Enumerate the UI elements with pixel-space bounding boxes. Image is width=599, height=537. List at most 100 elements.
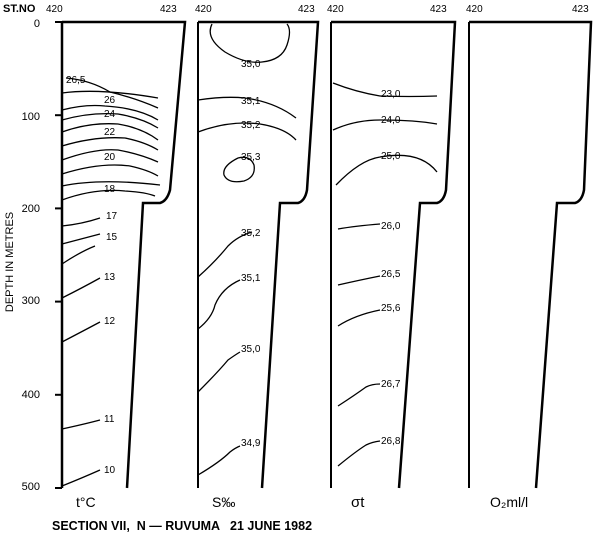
- sigma-t-isopycnal-labels: 23,0 24,0 25,0 26,0 26,5 25,6 26,7 26,8: [381, 89, 401, 447]
- temperature-panel: 26,5 26 24 22 20 18 17 15 13 12 11 10 t°…: [61, 20, 187, 510]
- isotherm-21: [61, 137, 159, 151]
- isotherm-18-a: [61, 181, 161, 187]
- isohaline-35-2-upper: [197, 122, 297, 141]
- label-13: 13: [104, 272, 116, 283]
- label-25-0: 25,0: [381, 151, 401, 162]
- isopycnal-26-5: [337, 275, 381, 286]
- temperature-isotherm-labels: 26,5 26 24 22 20 18 17 15 13 12 11 10: [66, 75, 118, 476]
- sigma-t-panel-frame: [331, 20, 457, 489]
- isotherm-10: [61, 469, 101, 487]
- isotherm-23: [61, 112, 159, 129]
- isotherm-19: [61, 164, 159, 177]
- tick-label-400: 400: [22, 389, 40, 401]
- isotherm-11: [61, 419, 101, 430]
- label-35-0-lower: 35,0: [241, 344, 261, 355]
- label-25-6: 25,6: [381, 303, 401, 314]
- isohaline-35-1-lower: [197, 279, 241, 330]
- salinity-panel: 35,0 35,1 35,2 35,3 35,2 35,1 35,0 34,9 …: [197, 20, 320, 510]
- salinity-isohalines: [197, 23, 297, 476]
- tick-label-0: 0: [34, 18, 40, 30]
- label-35-1-lower: 35,1: [241, 273, 261, 284]
- isopycnal-24-0: [332, 119, 438, 131]
- isopycnal-26-7: [337, 383, 381, 407]
- tick-label-100: 100: [22, 111, 40, 123]
- label-24: 24: [104, 109, 116, 120]
- sigma-station-423: 423: [430, 4, 447, 15]
- label-26-8: 26,8: [381, 436, 401, 447]
- label-26: 26: [104, 95, 116, 106]
- t-station-423: 423: [160, 4, 177, 15]
- sigma-t-panel: 23,0 24,0 25,0 26,0 26,5 25,6 26,7 26,8 …: [330, 20, 457, 511]
- label-23-0: 23,0: [381, 89, 401, 100]
- isotherm-16: [61, 233, 101, 245]
- depth-axis: 0 100 200 300 400 500 DEPTH IN METRES: [4, 18, 64, 493]
- label-35-2-lower: 35,2: [241, 228, 261, 239]
- temperature-isotherms: [61, 77, 161, 487]
- label-15: 15: [106, 232, 118, 243]
- isotherm-15: [61, 245, 96, 265]
- isohaline-35-2-lower: [197, 231, 253, 278]
- isopycnal-23-0: [332, 82, 438, 98]
- label-24-0: 24,0: [381, 115, 401, 126]
- salinity-panel-label: S‰: [212, 494, 235, 510]
- isotherm-22: [61, 123, 159, 141]
- o2-station-423: 423: [572, 4, 589, 15]
- isopycnal-25-0: [335, 154, 438, 186]
- temperature-panel-frame: [62, 20, 187, 489]
- sigma-station-420: 420: [327, 4, 344, 15]
- isopycnal-26-0: [337, 223, 381, 230]
- s-station-423: 423: [298, 4, 315, 15]
- depth-axis-label: DEPTH IN METRES: [4, 212, 16, 312]
- label-26-7: 26,7: [381, 379, 401, 390]
- station-number-label: ST.NO: [3, 3, 36, 15]
- label-17: 17: [106, 211, 118, 222]
- label-26-5: 26,5: [66, 75, 86, 86]
- oxygen-panel-label: O₂ml/l: [490, 494, 528, 510]
- temperature-panel-label: t°C: [76, 494, 96, 510]
- label-20: 20: [104, 152, 116, 163]
- isotherm-12: [61, 321, 101, 343]
- isotherm-20: [61, 149, 159, 163]
- figure-caption: SECTION VII, N — RUVUMA 21 JUNE 1982: [52, 519, 312, 533]
- label-11: 11: [104, 414, 115, 425]
- label-10: 10: [104, 465, 116, 476]
- isohaline-35-3: [223, 156, 255, 183]
- depth-tick-marks: [55, 21, 62, 489]
- isotherm-24: [61, 104, 159, 121]
- label-18: 18: [104, 184, 116, 195]
- o2-station-420: 420: [466, 4, 483, 15]
- tick-label-300: 300: [22, 295, 40, 307]
- tick-label-500: 500: [22, 481, 40, 493]
- isohaline-35-1-upper: [197, 96, 297, 119]
- station-header: ST.NO 420 423 420 423 420 423 420 423: [3, 3, 589, 15]
- label-26-0: 26,0: [381, 221, 401, 232]
- label-35-1-upper: 35,1: [241, 96, 261, 107]
- t-station-420: 420: [46, 4, 63, 15]
- isotherm-18: [61, 189, 156, 201]
- label-22: 22: [104, 127, 116, 138]
- isotherm-26: [61, 90, 159, 99]
- isohaline-35-0-upper: [209, 23, 291, 63]
- salinity-isohaline-labels: 35,0 35,1 35,2 35,3 35,2 35,1 35,0 34,9: [241, 59, 261, 449]
- isotherm-17: [61, 217, 101, 227]
- label-26-5: 26,5: [381, 269, 401, 280]
- isohaline-35-0-lower: [197, 351, 241, 393]
- isopycnal-26-8: [337, 440, 381, 467]
- isopycnal-25-6: [337, 309, 381, 327]
- tick-label-200: 200: [22, 203, 40, 215]
- isotherm-13: [61, 277, 101, 299]
- salinity-panel-frame: [198, 20, 320, 489]
- sigma-t-isopycnals: [332, 82, 438, 467]
- label-35-3: 35,3: [241, 152, 261, 163]
- label-12: 12: [104, 316, 116, 327]
- oxygen-panel-frame: [469, 20, 593, 489]
- label-34-9: 34,9: [241, 438, 261, 449]
- s-station-420: 420: [195, 4, 212, 15]
- isohaline-34-9: [197, 445, 241, 476]
- label-35-0-upper: 35,0: [241, 59, 261, 70]
- label-35-2-upper: 35,2: [241, 120, 261, 131]
- sigma-t-panel-label: σt: [351, 494, 365, 511]
- oxygen-panel: O₂ml/l: [468, 20, 593, 510]
